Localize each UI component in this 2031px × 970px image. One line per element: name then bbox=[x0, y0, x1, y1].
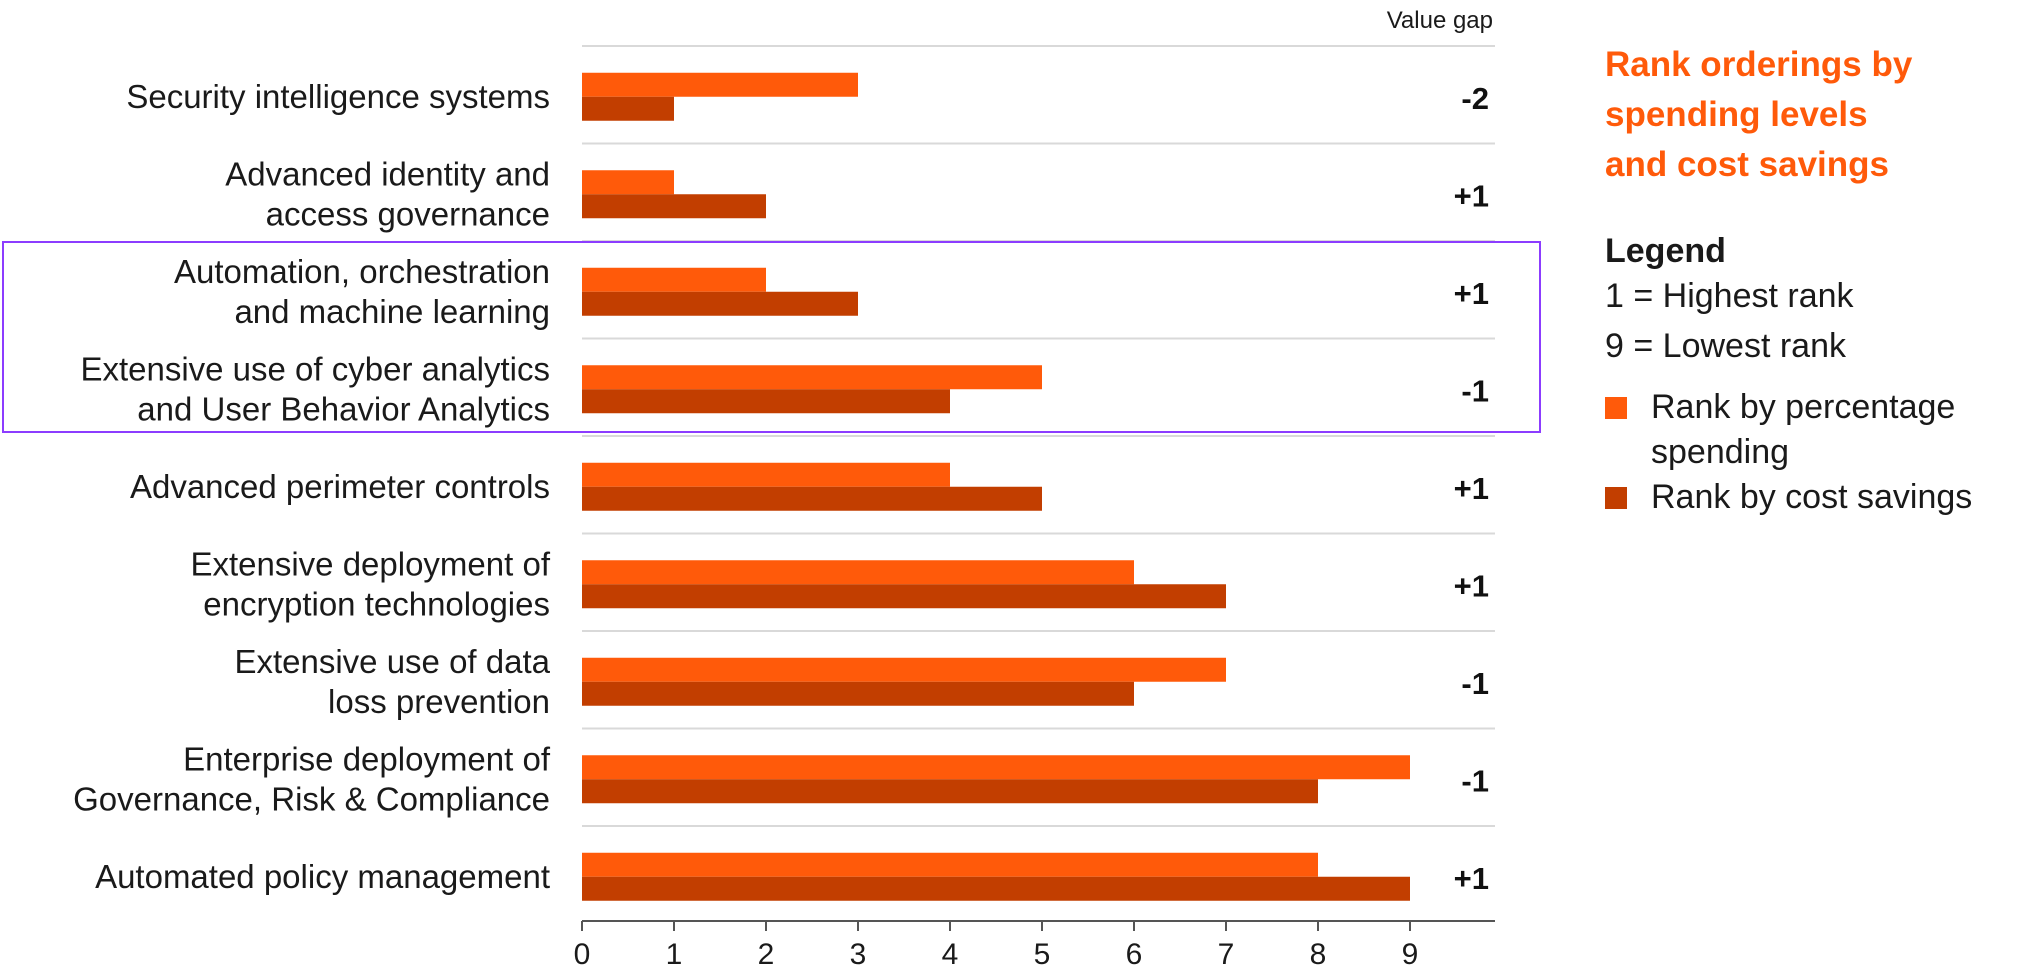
category-label: Governance, Risk & Compliance bbox=[73, 780, 550, 817]
category-label: Advanced perimeter controls bbox=[130, 468, 550, 505]
x-tick-label: 1 bbox=[666, 938, 683, 970]
value-gap-label: -1 bbox=[1461, 373, 1489, 408]
sidebar-title-line: and cost savings bbox=[1605, 145, 1889, 184]
legend-swatch-savings bbox=[1605, 487, 1627, 509]
value-gap-label: -1 bbox=[1461, 763, 1489, 798]
bar-percentage-spending bbox=[582, 657, 1226, 682]
x-tick-label: 3 bbox=[850, 938, 867, 970]
bar-percentage-spending bbox=[582, 462, 950, 487]
legend-highest-rank: 1 = Highest rank bbox=[1605, 277, 1854, 315]
bar-cost-savings bbox=[582, 389, 950, 414]
highlight-box bbox=[2, 241, 1541, 433]
x-tick-label: 4 bbox=[942, 938, 959, 970]
legend-item-spending: Rank by percentage spending bbox=[1605, 385, 2025, 475]
bar-cost-savings bbox=[582, 194, 766, 219]
category-label: Extensive deployment of bbox=[190, 545, 550, 582]
legend-title: Legend bbox=[1605, 232, 1726, 270]
x-tick-label: 2 bbox=[758, 938, 775, 970]
category-label: Automation, orchestration bbox=[174, 253, 550, 290]
bar-percentage-spending bbox=[582, 852, 1318, 877]
value-gap-label: +1 bbox=[1454, 276, 1489, 311]
sidebar: Rank orderings by spending levels and co… bbox=[1605, 40, 2025, 520]
category-label: Extensive use of data bbox=[234, 643, 550, 680]
category-label: encryption technologies bbox=[203, 585, 550, 622]
bar-cost-savings bbox=[582, 876, 1410, 901]
category-label: Advanced identity and bbox=[225, 155, 550, 192]
value-gap-label: -2 bbox=[1461, 81, 1489, 116]
category-label: Automated policy management bbox=[95, 858, 550, 895]
legend-label-savings: Rank by cost savings bbox=[1651, 478, 1973, 516]
category-label: Security intelligence systems bbox=[126, 78, 550, 115]
category-label: Extensive use of cyber analytics bbox=[80, 350, 550, 387]
category-label: and machine learning bbox=[234, 293, 550, 330]
bar-percentage-spending bbox=[582, 72, 858, 97]
bar-cost-savings bbox=[582, 681, 1134, 706]
x-tick-label: 8 bbox=[1310, 938, 1327, 970]
bar-cost-savings bbox=[582, 291, 858, 316]
legend-swatch-spending bbox=[1605, 397, 1627, 419]
bar-percentage-spending bbox=[582, 560, 1134, 585]
category-label: loss prevention bbox=[328, 683, 550, 720]
sidebar-title-line: spending levels bbox=[1605, 95, 1868, 134]
category-label: access governance bbox=[266, 195, 550, 232]
value-gap-label: +1 bbox=[1454, 178, 1489, 213]
x-tick-label: 7 bbox=[1218, 938, 1235, 970]
x-tick-label: 9 bbox=[1402, 938, 1419, 970]
bar-cost-savings bbox=[582, 779, 1318, 804]
value-gap-label: +1 bbox=[1454, 471, 1489, 506]
value-gap-label: +1 bbox=[1454, 568, 1489, 603]
bar-percentage-spending bbox=[582, 267, 766, 292]
value-gap-label: -1 bbox=[1461, 666, 1489, 701]
x-tick-label: 5 bbox=[1034, 938, 1051, 970]
legend-item-savings: Rank by cost savings bbox=[1605, 475, 2025, 520]
bar-percentage-spending bbox=[582, 755, 1410, 780]
bar-percentage-spending bbox=[582, 365, 1042, 390]
sidebar-title: Rank orderings by spending levels and co… bbox=[1605, 40, 2025, 190]
category-label: and User Behavior Analytics bbox=[137, 390, 550, 427]
category-label: Enterprise deployment of bbox=[183, 740, 551, 777]
bar-percentage-spending bbox=[582, 170, 674, 195]
sidebar-title-line: Rank orderings by bbox=[1605, 45, 1913, 84]
value-gap-header: Value gap bbox=[1387, 7, 1493, 34]
bar-cost-savings bbox=[582, 96, 674, 121]
x-tick-label: 0 bbox=[574, 938, 591, 970]
bar-cost-savings bbox=[582, 486, 1042, 511]
x-tick-label: 6 bbox=[1126, 938, 1143, 970]
legend-lowest-rank: 9 = Lowest rank bbox=[1605, 327, 1846, 365]
legend-label-spending: Rank by percentage spending bbox=[1651, 388, 1956, 471]
bar-cost-savings bbox=[582, 584, 1226, 609]
value-gap-label: +1 bbox=[1454, 861, 1489, 896]
